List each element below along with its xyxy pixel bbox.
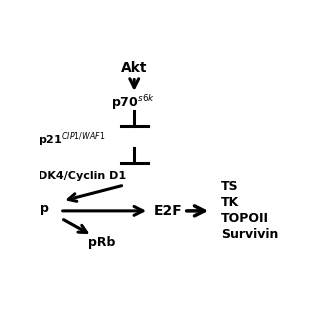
Text: E2F: E2F: [154, 204, 183, 218]
Text: p21$^{CIP1/WAF1}$: p21$^{CIP1/WAF1}$: [37, 130, 105, 149]
Text: Survivin: Survivin: [221, 228, 278, 241]
Text: TOPOII: TOPOII: [221, 212, 269, 225]
Text: p: p: [40, 202, 49, 215]
Text: TK: TK: [221, 196, 239, 209]
Text: pRb: pRb: [88, 236, 116, 249]
Text: Akt: Akt: [121, 61, 148, 75]
Text: CDK4/Cyclin D1: CDK4/Cyclin D1: [30, 172, 126, 181]
Text: p70$^{s6k}$: p70$^{s6k}$: [111, 93, 155, 112]
Text: TS: TS: [221, 180, 239, 193]
